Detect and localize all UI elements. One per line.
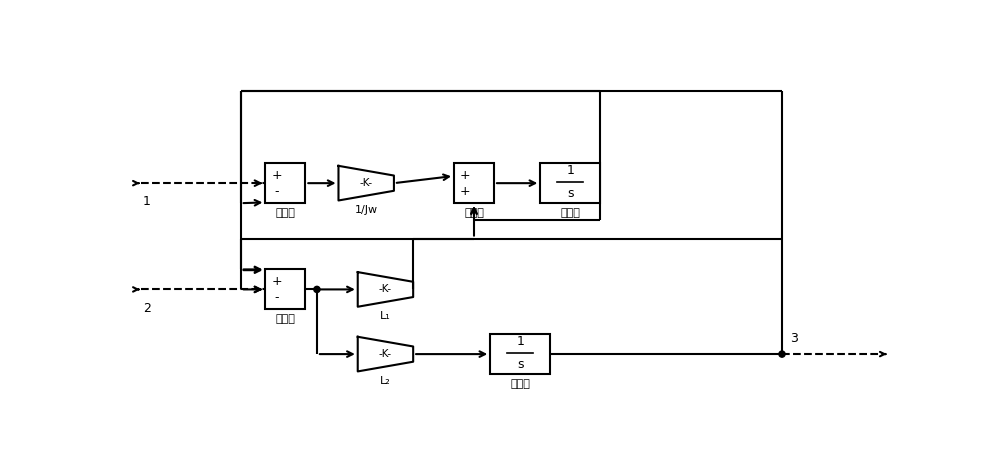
Text: 1: 1	[566, 164, 574, 177]
Bar	[454, 163, 494, 203]
Polygon shape	[358, 272, 413, 307]
Text: +: +	[460, 169, 471, 182]
Text: s: s	[517, 357, 523, 371]
Text: 1/Jᴡ: 1/Jᴡ	[355, 205, 378, 215]
Text: 加法器: 加法器	[464, 208, 484, 218]
Text: +: +	[460, 185, 471, 198]
Bar	[265, 163, 305, 203]
Text: -K-: -K-	[379, 349, 392, 359]
Text: L₁: L₁	[380, 311, 391, 321]
Text: 3: 3	[790, 332, 798, 345]
Bar	[540, 163, 600, 203]
Bar	[265, 269, 305, 310]
Text: 2: 2	[143, 302, 151, 315]
Text: +: +	[271, 275, 282, 288]
Text: 1: 1	[516, 335, 524, 347]
Text: L₂: L₂	[380, 376, 391, 386]
Circle shape	[314, 286, 320, 292]
Text: 加法器: 加法器	[275, 208, 295, 218]
Polygon shape	[338, 166, 394, 201]
Text: -K-: -K-	[379, 284, 392, 294]
Text: -K-: -K-	[360, 178, 373, 188]
Bar	[490, 334, 550, 374]
Text: s: s	[567, 187, 574, 200]
Text: -: -	[274, 185, 279, 198]
Polygon shape	[358, 337, 413, 372]
Circle shape	[779, 351, 785, 357]
Text: 1: 1	[143, 195, 151, 209]
Text: 加法器: 加法器	[275, 314, 295, 324]
Text: +: +	[271, 169, 282, 182]
Text: -: -	[274, 291, 279, 304]
Text: 积分器: 积分器	[510, 379, 530, 389]
Text: 积分器: 积分器	[560, 208, 580, 218]
